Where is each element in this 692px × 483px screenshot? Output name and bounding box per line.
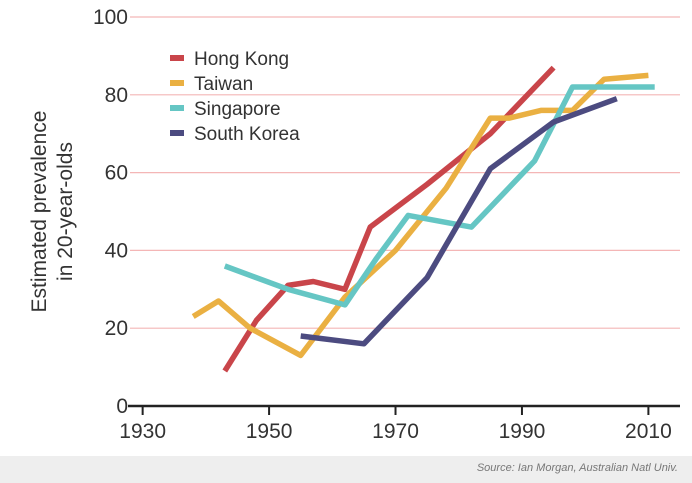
axes: 0 20 40 60 80 100 1930 1950 1970 1990 2010 <box>93 6 680 443</box>
series-lines <box>191 65 655 373</box>
y-axis-label-line: in 20-year-olds <box>54 142 77 281</box>
y-tick-label: 20 <box>105 317 128 340</box>
y-tick-label: 60 <box>105 162 128 185</box>
line-chart: 0 20 40 60 80 100 1930 1950 1970 1990 2010 Hong Ko… <box>28 6 680 443</box>
y-tick-label: 80 <box>105 84 128 107</box>
y-axis-label: Estimated prevalence in 20-year-olds <box>28 111 77 313</box>
legend-label: Singapore <box>194 99 281 120</box>
y-axis-label-line: Estimated prevalence <box>28 111 51 313</box>
y-tick-label: 100 <box>93 6 128 29</box>
x-tick-label: 2010 <box>625 420 672 443</box>
legend: Hong Kong Taiwan Singapore South Korea <box>170 49 300 145</box>
y-tick-label: 40 <box>105 239 128 262</box>
x-tick-label: 1970 <box>372 420 419 443</box>
x-tick-label: 1950 <box>246 420 293 443</box>
series-line-taiwan <box>191 72 649 359</box>
legend-label: Hong Kong <box>194 49 289 70</box>
series-line-singapore <box>223 84 655 308</box>
x-tick-label: 1990 <box>499 420 546 443</box>
legend-label: South Korea <box>194 124 300 145</box>
legend-label: Taiwan <box>194 74 253 95</box>
footer-band <box>0 456 692 483</box>
source-note: Source: Ian Morgan, Australian Natl Univ… <box>476 462 678 474</box>
y-tick-label: 0 <box>116 395 128 418</box>
x-tick-label: 1930 <box>119 420 166 443</box>
series-line-south-korea <box>300 96 618 347</box>
